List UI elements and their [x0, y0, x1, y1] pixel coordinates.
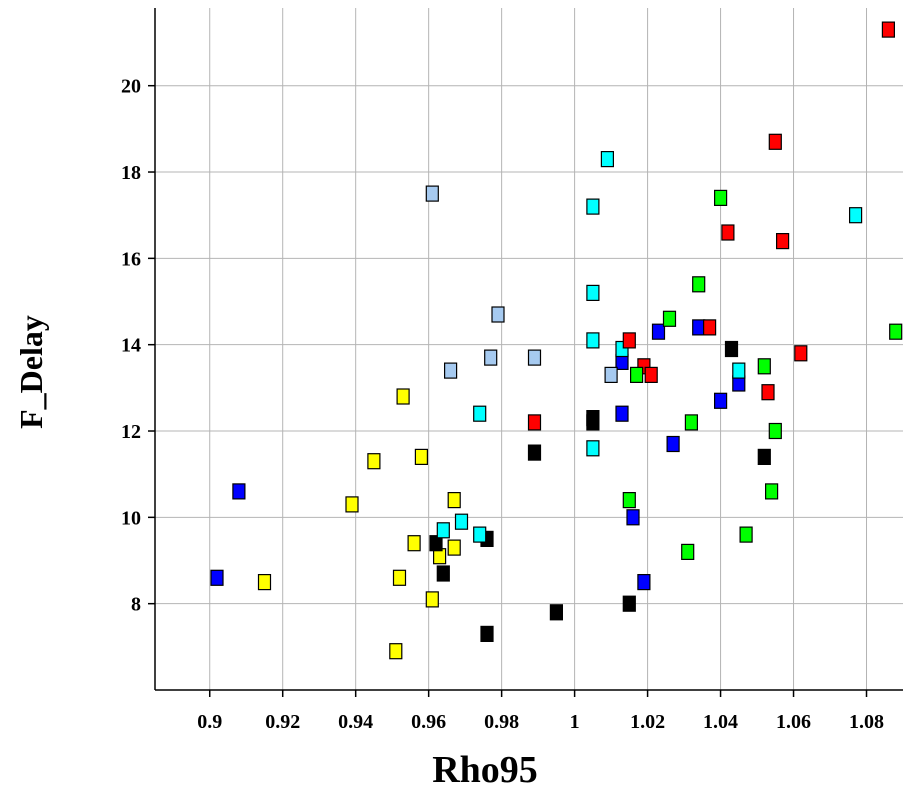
data-point-blue: [626, 509, 640, 526]
data-point-blue: [666, 435, 680, 453]
data-point-lightblue: [491, 306, 505, 323]
data-point-red: [644, 366, 658, 383]
data-point-red: [761, 384, 775, 401]
y-tick-label: 10: [121, 507, 141, 529]
y-axis-title: F_Delay: [13, 315, 49, 429]
x-tick-label: 0.96: [411, 711, 446, 733]
data-point-lightblue: [604, 366, 618, 383]
y-tick-label: 18: [121, 162, 141, 184]
data-point-green: [764, 483, 779, 500]
data-point-green: [713, 189, 728, 206]
data-point-yellow: [447, 492, 461, 509]
data-point-yellow: [407, 535, 421, 552]
data-point-cyan: [586, 284, 600, 301]
y-tick-label: 20: [121, 76, 141, 98]
data-point-blue: [210, 569, 224, 586]
x-tick-label: 1.06: [776, 711, 811, 733]
axes: [148, 8, 903, 697]
data-point-green: [768, 422, 782, 440]
data-point-green: [662, 310, 677, 327]
data-point-blue: [713, 392, 728, 409]
data-point-black: [429, 535, 443, 552]
data-point-red: [768, 133, 782, 150]
data-point-yellow: [345, 496, 359, 513]
data-point-black: [724, 340, 739, 358]
data-point-yellow: [447, 539, 461, 556]
data-point-yellow: [367, 453, 381, 470]
data-point-red: [775, 233, 790, 250]
data-point-black: [757, 448, 771, 465]
data-point-cyan: [600, 151, 615, 168]
x-tick-label: 1.08: [849, 711, 884, 733]
data-point-cyan: [732, 362, 746, 379]
data-point-yellow: [396, 388, 410, 405]
data-points: [210, 21, 903, 660]
y-tick-label: 8: [131, 594, 141, 616]
data-point-yellow: [425, 591, 439, 608]
data-point-lightblue: [444, 362, 458, 379]
data-point-green: [889, 323, 903, 340]
data-point-cyan: [586, 440, 600, 457]
data-point-cyan: [848, 207, 863, 224]
data-point-green: [684, 414, 699, 431]
data-point-blue: [637, 573, 651, 591]
x-tick-label: 1.04: [703, 711, 738, 733]
data-point-red: [622, 332, 636, 349]
data-point-cyan: [586, 332, 600, 349]
data-point-blue: [232, 483, 246, 500]
data-point-green: [681, 543, 695, 561]
data-point-black: [527, 444, 542, 461]
x-tick-label: 1.02: [630, 711, 665, 733]
data-point-cyan: [586, 198, 600, 215]
tick-labels: 0.9 0.92 0.94 0.96 0.98 1 1.02 1.04 1.06 1.08 8 10 1…: [121, 76, 884, 733]
data-point-cyan: [473, 526, 487, 543]
data-point-cyan: [454, 513, 469, 530]
data-point-blue: [615, 405, 629, 422]
data-point-black: [549, 604, 564, 621]
data-point-yellow: [392, 569, 407, 586]
x-axis-title: Rho95: [432, 749, 538, 791]
x-tick-label: 0.98: [484, 711, 519, 733]
data-point-red: [794, 345, 808, 362]
data-point-green: [629, 366, 644, 383]
data-point-lightblue: [425, 185, 439, 202]
data-point-black: [436, 565, 450, 582]
x-tick-label: 0.92: [265, 711, 300, 733]
data-point-red: [721, 224, 735, 241]
data-point-black: [480, 625, 494, 643]
data-point-cyan: [473, 405, 487, 422]
x-tick-label: 1: [570, 711, 580, 733]
data-point-black: [622, 595, 636, 612]
data-point-green: [692, 276, 706, 293]
data-point-red: [527, 414, 542, 431]
data-point-green: [757, 358, 771, 375]
data-point-yellow: [389, 643, 403, 660]
data-point-green: [622, 492, 636, 509]
y-tick-label: 16: [121, 248, 141, 270]
x-tick-label: 0.9: [197, 711, 222, 733]
y-tick-label: 12: [121, 421, 141, 443]
data-point-yellow: [257, 573, 272, 591]
x-tick-label: 0.94: [338, 711, 373, 733]
data-point-black: [586, 414, 600, 431]
data-point-blue: [692, 319, 706, 336]
data-point-red: [881, 21, 896, 38]
data-point-yellow: [414, 448, 428, 465]
data-point-cyan: [436, 522, 450, 539]
data-point-lightblue: [527, 349, 542, 366]
data-point-blue: [651, 323, 666, 340]
data-point-lightblue: [484, 349, 498, 366]
data-point-green: [739, 526, 753, 543]
data-point-red: [702, 319, 717, 336]
y-tick-label: 14: [121, 335, 141, 357]
